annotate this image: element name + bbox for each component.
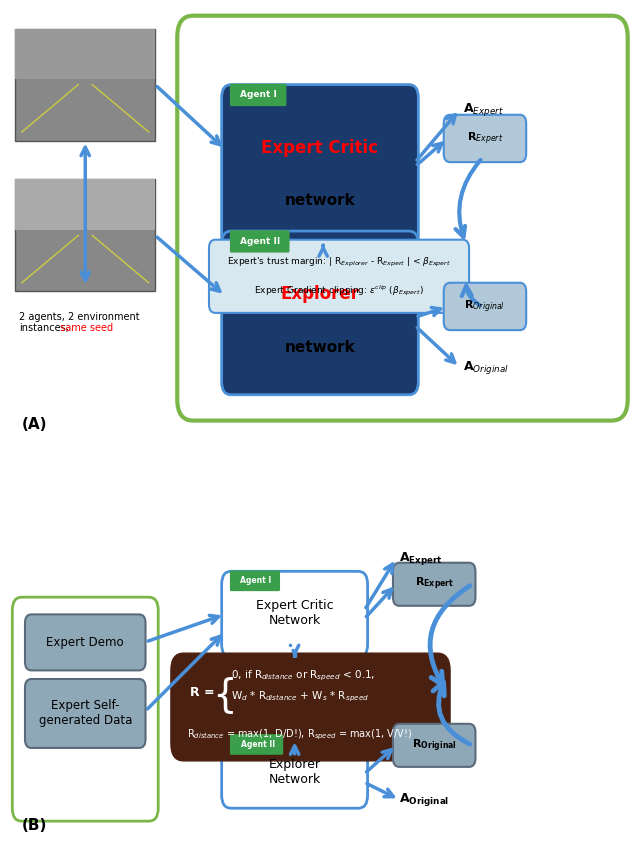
Text: Agent II: Agent II bbox=[241, 740, 276, 749]
Text: network: network bbox=[285, 193, 355, 208]
Bar bbox=[15, 29, 155, 79]
FancyBboxPatch shape bbox=[230, 734, 284, 755]
Text: A$_{Expert}$: A$_{Expert}$ bbox=[463, 101, 504, 118]
Text: Explorer
Network: Explorer Network bbox=[269, 758, 321, 786]
FancyBboxPatch shape bbox=[393, 563, 476, 606]
Text: A$_{Original}$: A$_{Original}$ bbox=[463, 359, 509, 375]
Text: Agent II: Agent II bbox=[239, 237, 280, 246]
Text: R$_{distance}$ = max(1, D/D!), R$_{speed}$ = max(1, V/V!): R$_{distance}$ = max(1, D/D!), R$_{speed… bbox=[187, 727, 412, 742]
FancyBboxPatch shape bbox=[221, 85, 419, 248]
Text: R =: R = bbox=[190, 686, 219, 699]
Text: Expert Critic: Expert Critic bbox=[262, 139, 378, 157]
Bar bbox=[15, 179, 155, 230]
FancyBboxPatch shape bbox=[15, 179, 155, 291]
FancyBboxPatch shape bbox=[221, 231, 419, 394]
Text: $\mathbf{R_{Expert}}$: $\mathbf{R_{Expert}}$ bbox=[415, 576, 454, 592]
FancyBboxPatch shape bbox=[15, 29, 155, 140]
Text: W$_d$ * R$_{distance}$ + W$_s$ * R$_{speed}$: W$_d$ * R$_{distance}$ + W$_s$ * R$_{spe… bbox=[231, 690, 369, 704]
Text: same seed: same seed bbox=[57, 323, 113, 334]
Text: $\mathbf{A_{Original}}$: $\mathbf{A_{Original}}$ bbox=[399, 791, 449, 808]
Text: Expert Self-
generated Data: Expert Self- generated Data bbox=[38, 700, 132, 727]
Text: 0, if R$_{distance}$ or R$_{speed}$ < 0.1,: 0, if R$_{distance}$ or R$_{speed}$ < 0.… bbox=[231, 668, 376, 682]
FancyBboxPatch shape bbox=[221, 735, 367, 808]
FancyBboxPatch shape bbox=[444, 114, 526, 162]
Text: Expert's trust margin: | R$_{Explorer}$ - R$_{Expert}$ | < $\beta_{Expert}$: Expert's trust margin: | R$_{Explorer}$ … bbox=[227, 256, 451, 269]
FancyBboxPatch shape bbox=[230, 84, 286, 106]
FancyBboxPatch shape bbox=[171, 653, 450, 761]
Text: Expert Gradient clipping: $\varepsilon^{clip}$ ($\beta_{Expert}$): Expert Gradient clipping: $\varepsilon^{… bbox=[254, 284, 424, 297]
Text: $\mathbf{R_{Original}}$: $\mathbf{R_{Original}}$ bbox=[412, 737, 456, 753]
FancyBboxPatch shape bbox=[221, 571, 367, 657]
Text: Expert Demo: Expert Demo bbox=[47, 636, 124, 649]
Text: instances,: instances, bbox=[19, 323, 68, 334]
Text: Agent I: Agent I bbox=[239, 577, 271, 585]
FancyBboxPatch shape bbox=[393, 724, 476, 767]
Text: Expert Critic
Network: Expert Critic Network bbox=[256, 599, 333, 627]
Text: R$_{Original}$: R$_{Original}$ bbox=[465, 298, 506, 315]
FancyBboxPatch shape bbox=[209, 239, 469, 313]
Text: network: network bbox=[285, 340, 355, 355]
Text: (B): (B) bbox=[22, 818, 47, 833]
Text: (A): (A) bbox=[22, 417, 47, 433]
Text: $\mathbf{A_{Expert}}$: $\mathbf{A_{Expert}}$ bbox=[399, 550, 444, 567]
Text: Explorer: Explorer bbox=[280, 285, 360, 303]
FancyBboxPatch shape bbox=[444, 283, 526, 330]
FancyBboxPatch shape bbox=[25, 615, 145, 670]
FancyBboxPatch shape bbox=[230, 231, 289, 252]
Text: R$_{Expert}$: R$_{Expert}$ bbox=[467, 130, 503, 147]
FancyBboxPatch shape bbox=[25, 679, 145, 748]
Text: {: { bbox=[212, 676, 237, 714]
Text: 2 agents, 2 environment: 2 agents, 2 environment bbox=[19, 312, 140, 323]
FancyBboxPatch shape bbox=[230, 570, 280, 591]
Text: Agent I: Agent I bbox=[240, 90, 277, 100]
